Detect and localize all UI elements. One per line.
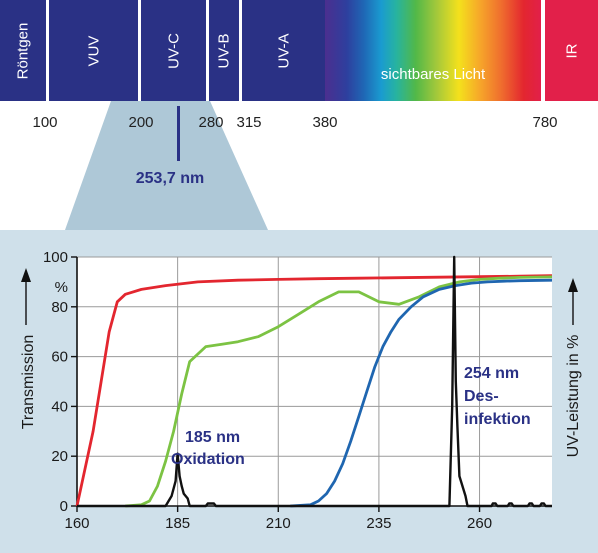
band-uva: UV-A [242,0,325,101]
band-roentgen-label: Röntgen [14,22,32,79]
y-unit-label: % [55,279,68,296]
plot-area [77,257,552,506]
wavelength-380: 380 [312,114,338,131]
red-transmission-line [75,274,553,507]
band-uvb: UV-B [209,0,239,101]
y-axis-title-right: UV-Leistung in % [565,335,582,458]
y-tick-label-0: 0 [60,498,68,515]
green-transmission-line [125,275,553,508]
up-arrow-icon [21,268,31,282]
annotation-oxidation: Oxidation [171,451,245,468]
wavelength-315: 315 [236,114,262,131]
band-uvc: UV-C [141,0,206,101]
zoom-funnel [65,101,268,230]
y-tick-label-60: 60 [51,349,68,366]
band-vuv: VUV [49,0,138,101]
wavelength-780: 780 [532,114,558,131]
marker-line [177,106,180,161]
marker-label: 253,7 nm [135,170,205,187]
annotation-des: Des- [464,388,499,405]
x-tick-label-210: 210 [266,515,291,532]
band-uvc-label: UV-C [165,32,182,69]
annotation-185nm: 185 nm [185,429,240,446]
wavelength-100: 100 [32,114,58,131]
band-roentgen: Röntgen [0,0,46,101]
band-ir-label: IR [563,43,580,58]
blue-transmission-line [290,278,553,508]
band-vuv-label: VUV [85,35,102,66]
band-visible-label: sichtbares Licht [380,66,486,83]
y-axis-title: Transmission [20,335,37,430]
y-tick-label-40: 40 [51,398,68,415]
band-uva-label: UV-A [275,32,292,69]
transmission-chart: 160 185 210 235 260 0 20 40 60 80 100% 185 nm Oxidat… [20,249,582,532]
wavelength-280: 280 [198,114,224,131]
band-ir: IR [545,0,598,101]
x-tick-label-185: 185 [165,515,190,532]
annotation-254nm: 254 nm [464,365,519,382]
up-arrow-icon [568,278,578,292]
y-tick-label-80: 80 [51,299,68,316]
y-tick-label-20: 20 [51,448,68,465]
y-tick-label-100: 100 [43,249,68,266]
x-tick-label-260: 260 [467,515,492,532]
wavelength-200: 200 [128,114,154,131]
uv-output-line [77,255,552,508]
x-tick-label-235: 235 [366,515,391,532]
x-tick-label-160: 160 [64,515,89,532]
band-uvb-label: UV-B [215,32,233,69]
band-visible: sichtbares Licht [325,0,541,101]
annotation-infektion: infektion [464,411,531,428]
